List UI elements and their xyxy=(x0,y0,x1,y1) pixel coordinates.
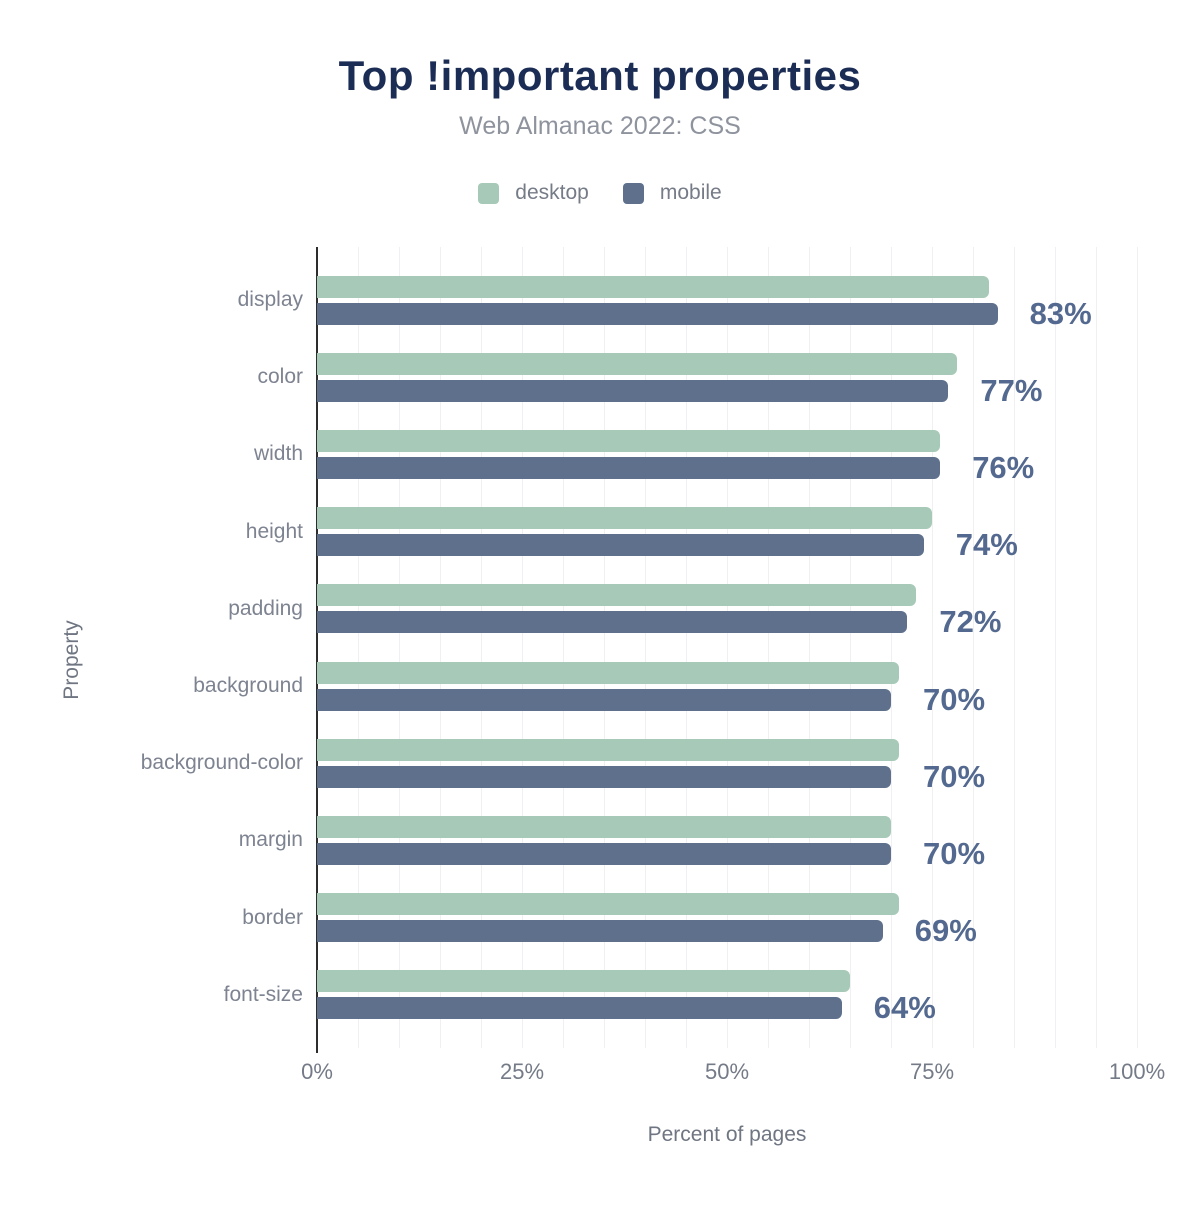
gridline xyxy=(850,247,851,1048)
gridline xyxy=(686,247,687,1048)
bar-mobile-color xyxy=(317,379,949,402)
category-label-font-size: font-size xyxy=(223,982,303,1006)
bar-group-background-color: background-color 70% xyxy=(141,738,1137,794)
bar-group-width: width 76% xyxy=(254,429,1137,485)
bar-mobile-border xyxy=(317,920,883,943)
gridline xyxy=(563,247,564,1048)
bar-desktop-margin xyxy=(317,815,891,838)
x-tick-0pct: 0% xyxy=(301,1059,333,1084)
legend: desktop mobile xyxy=(0,181,1200,205)
value-label-border: 69% xyxy=(914,913,977,949)
category-label-background: background xyxy=(193,674,303,697)
gridline xyxy=(1137,247,1138,1048)
y-axis-line xyxy=(316,247,318,1053)
bar-group-padding: padding 72% xyxy=(228,584,1137,640)
category-label-margin: margin xyxy=(238,828,303,852)
bar-group-border: border 69% xyxy=(242,893,1137,949)
bar-desktop-color xyxy=(317,352,957,375)
value-label-padding: 72% xyxy=(939,604,1002,640)
bar-mobile-background xyxy=(317,688,891,711)
gridline xyxy=(358,247,359,1048)
gridline xyxy=(645,247,646,1048)
gridline xyxy=(522,247,523,1048)
bar-desktop-display xyxy=(317,275,990,298)
category-label-border: border xyxy=(242,905,303,929)
category-label-color: color xyxy=(257,365,303,389)
bar-desktop-background xyxy=(317,661,900,684)
x-tick-50pct: 50% xyxy=(704,1059,750,1084)
gridline xyxy=(1055,247,1056,1048)
category-label-width: width xyxy=(253,442,303,466)
bar-group-margin: margin 70% xyxy=(239,815,1137,871)
value-label-width: 76% xyxy=(972,449,1035,485)
gridline xyxy=(809,247,810,1048)
bar-group-height: height 74% xyxy=(246,507,1137,563)
chart-subtitle: Web Almanac 2022: CSS xyxy=(459,112,741,140)
legend-entry-mobile: mobile xyxy=(622,181,722,205)
bar-desktop-font-size xyxy=(317,970,850,993)
gridline xyxy=(727,247,728,1048)
desktop-legend-swatch-icon xyxy=(478,182,500,204)
value-label-display: 83% xyxy=(1029,295,1092,331)
value-label-background-color: 70% xyxy=(923,758,986,794)
gridline xyxy=(891,247,892,1048)
category-label-display: display xyxy=(237,288,303,311)
bar-mobile-width xyxy=(317,456,941,479)
category-label-background-color: background-color xyxy=(140,751,303,775)
gridline xyxy=(1014,247,1015,1048)
value-label-color: 77% xyxy=(980,372,1043,408)
value-label-background: 70% xyxy=(923,681,986,717)
x-tick-100pct: 100% xyxy=(1108,1059,1166,1084)
legend-label-desktop: desktop xyxy=(515,181,589,204)
category-label-padding: padding xyxy=(228,596,303,620)
gridline xyxy=(399,247,400,1048)
gridline xyxy=(1096,247,1097,1048)
x-tick-25pct: 25% xyxy=(499,1059,545,1084)
legend-label-mobile: mobile xyxy=(659,181,722,204)
gridline xyxy=(768,247,769,1048)
bar-group-background: background 70% xyxy=(193,661,1137,717)
bar-mobile-margin xyxy=(317,842,891,865)
gridline xyxy=(481,247,482,1048)
bar-desktop-background-color xyxy=(317,738,900,761)
gridline xyxy=(973,247,974,1048)
plot-area: display 83% color 77% width 76% height 74% paddi… xyxy=(141,247,1138,1053)
bar-mobile-height xyxy=(317,534,924,557)
bar-desktop-width xyxy=(317,429,941,452)
chart-title: Top !important properties xyxy=(338,52,862,99)
value-label-height: 74% xyxy=(955,527,1018,563)
bar-mobile-display xyxy=(317,302,998,325)
bar-mobile-font-size xyxy=(317,997,842,1020)
bar-desktop-border xyxy=(317,893,900,916)
value-label-font-size: 64% xyxy=(873,990,936,1026)
legend-entry-desktop: desktop xyxy=(478,181,589,205)
bar-group-font-size: font-size 64% xyxy=(224,970,1137,1026)
bar-mobile-padding xyxy=(317,611,908,634)
mobile-legend-swatch-icon xyxy=(622,182,644,204)
gridline xyxy=(604,247,605,1048)
category-label-height: height xyxy=(245,519,303,543)
x-axis-title: Percent of pages xyxy=(647,1123,807,1146)
bar-desktop-height xyxy=(317,507,932,530)
gridline xyxy=(932,247,933,1048)
y-axis-title: Property xyxy=(60,620,83,700)
value-label-margin: 70% xyxy=(923,835,986,871)
gridline xyxy=(440,247,441,1048)
bar-desktop-padding xyxy=(317,584,916,607)
bar-mobile-background-color xyxy=(317,765,891,788)
bar-group-display: display 83% xyxy=(238,275,1137,331)
bar-group-color: color 77% xyxy=(257,352,1137,408)
x-tick-75pct: 75% xyxy=(909,1059,955,1084)
